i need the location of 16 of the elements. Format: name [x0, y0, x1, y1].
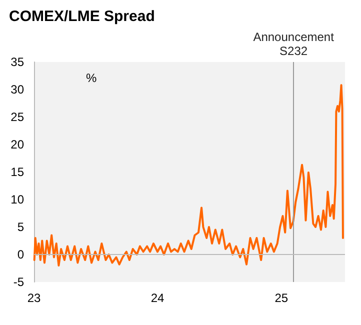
y-tick-label: -5: [13, 275, 24, 289]
y-tick-label: 10: [10, 192, 24, 206]
y-tick-label: 15: [10, 165, 24, 179]
chart-title: COMEX/LME Spread: [9, 8, 155, 25]
y-tick-label: 20: [10, 138, 24, 152]
y-tick-label: 25: [10, 110, 24, 124]
x-tick-label: 23: [27, 291, 41, 305]
y-tick-label: 30: [10, 82, 24, 96]
y-tick-label: 0: [17, 248, 24, 262]
ref-line-label: Announcement S232: [253, 30, 335, 58]
x-tick-label: 24: [150, 291, 165, 305]
y-tick-label: 35: [10, 55, 24, 69]
x-tick-label: 25: [274, 291, 288, 305]
line-series: [33, 84, 344, 266]
y-axis-title: %: [86, 71, 97, 85]
y-tick-label: 5: [17, 220, 24, 234]
